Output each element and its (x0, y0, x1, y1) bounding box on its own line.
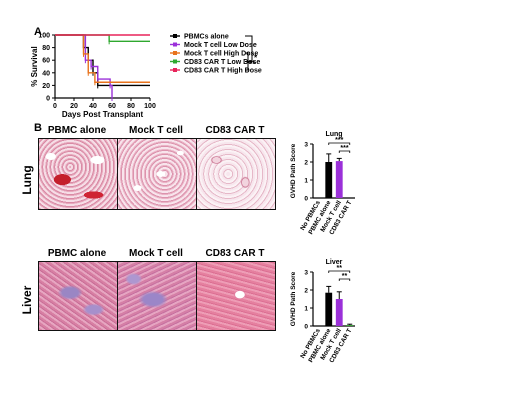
y-tick-label: 100 (38, 33, 50, 40)
col-title-mock-t-cell-liver: Mock T cell (129, 248, 183, 259)
legend-marker (173, 42, 177, 47)
legend-label: Mock T cell Low Dose (184, 42, 257, 49)
liver-bar-3 (335, 299, 343, 326)
lung-y-tick-label: 3 (304, 142, 308, 149)
lung-y-tick-label: 2 (304, 160, 308, 167)
liver-y-tick-label: 3 (304, 270, 308, 277)
row-label-liver: Liver (20, 285, 34, 315)
liver-bar-4 (346, 325, 354, 326)
legend-label: Mock T cell High Dose (184, 51, 258, 58)
y-axis-label: % Survival (30, 46, 39, 86)
survival-line-1 (55, 34, 150, 87)
liver-sig-bracket-2 (338, 278, 351, 281)
lung-title: Lung (325, 131, 342, 138)
legend-marker (173, 51, 177, 55)
row-label-lung: Lung (20, 165, 34, 195)
panel-b-letter: B (34, 122, 42, 134)
liver-y-tick-label: 0 (304, 324, 308, 331)
lung-cd83-car-t-image (196, 138, 276, 210)
liver-y-tick-label: 2 (304, 288, 308, 295)
survival-line-4 (55, 34, 150, 42)
liver-mock-t-cell-image (117, 261, 197, 331)
sig-star-1: * (254, 54, 258, 63)
liver-pbmc-alone-image (38, 261, 118, 331)
liver-sig-star-1: ** (337, 265, 343, 272)
x-tick-label: 40 (89, 103, 97, 110)
col-title-pbmc-alone-liver: PBMC alone (47, 248, 107, 259)
col-title-cd83-car-t-liver: CD83 CAR T (205, 248, 265, 259)
liver-y-tick-label: 1 (304, 306, 308, 313)
legend-marker (173, 59, 177, 64)
legend-label: CD83 CAR T High Dose (184, 68, 262, 75)
lung-y-axis-label: GVHD Path Score (290, 143, 297, 198)
lung-bar-2 (325, 162, 333, 198)
lung-sig-bracket-1 (328, 142, 351, 145)
lung-bar-3 (335, 161, 343, 198)
liver-cd83-car-t-image (196, 261, 276, 331)
x-tick-label: 60 (108, 103, 116, 110)
liver-y-axis-label: GVHD Path Score (290, 271, 297, 326)
col-title-cd83-car-t: CD83 CAR T (205, 125, 265, 136)
legend-label: PBMCs alone (184, 34, 229, 41)
x-tick-label: 100 (144, 103, 156, 110)
legend-marker (173, 34, 177, 38)
lung-sig-star-1: *** (335, 137, 343, 144)
lung-y-tick-label: 1 (304, 178, 308, 185)
y-tick-label: 60 (42, 58, 50, 65)
lung-sig-star-2: *** (340, 145, 348, 152)
lung-mock-t-cell-image (117, 138, 197, 210)
sig-star-2: ** (249, 60, 256, 69)
x-tick-label: 80 (127, 103, 135, 110)
y-tick-label: 80 (42, 45, 50, 52)
liver-title: Liver (326, 259, 343, 266)
x-tick-label: 0 (53, 103, 57, 110)
lung-pbmc-alone-image (38, 138, 118, 210)
sig-bracket-inner (245, 52, 249, 71)
legend-label: CD83 CAR T Low Dose (184, 59, 260, 66)
col-title-mock-t-cell: Mock T cell (129, 125, 183, 136)
x-axis-label: Days Post Transplant (62, 110, 144, 119)
survival-line-3 (55, 34, 150, 83)
x-tick-label: 20 (70, 103, 78, 110)
lung-sig-bracket-2 (338, 150, 351, 153)
lung-y-tick-label: 0 (304, 196, 308, 203)
panel-a-letter: A (34, 26, 42, 38)
y-tick-label: 40 (42, 70, 50, 77)
y-tick-label: 20 (42, 83, 50, 90)
y-tick-label: 0 (46, 96, 50, 103)
legend-marker (173, 68, 177, 72)
liver-sig-star-2: ** (342, 273, 348, 280)
col-title-pbmc-alone: PBMC alone (47, 125, 107, 136)
liver-bar-2 (325, 292, 333, 326)
liver-sig-bracket-1 (328, 270, 351, 273)
